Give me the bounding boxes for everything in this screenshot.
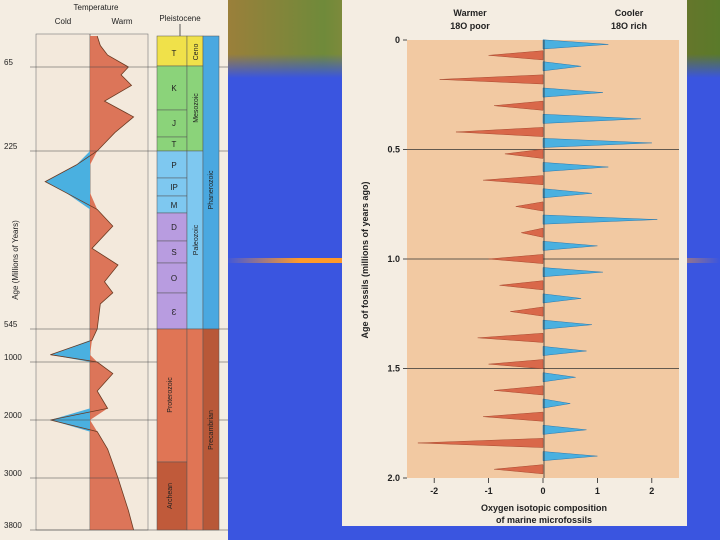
era-label: Proterozoic — [167, 377, 174, 413]
period-label: D — [171, 223, 177, 232]
age-tick-label: 2000 — [4, 411, 22, 420]
age-tick-label: 1000 — [4, 353, 22, 362]
period-label: S — [171, 248, 176, 257]
era-label: Paleozoic — [193, 224, 200, 255]
temperature-title: Temperature — [74, 3, 119, 12]
x-axis-label-line1: Oxygen isotopic composition — [481, 503, 607, 513]
period-label: J — [172, 119, 176, 128]
age-tick-label: 65 — [4, 58, 13, 67]
eon-label: Phanerozoic — [208, 170, 215, 209]
y-tick-label: 0 — [395, 35, 400, 45]
cooler-title: Cooler — [615, 8, 644, 18]
eon-label: Precambrian — [208, 410, 215, 450]
y-tick-label: 0.5 — [387, 145, 400, 155]
geologic-temperature-chart: Temperature Cold Warm Pleistocene 65 225 5… — [0, 0, 228, 540]
period-label: Ɛ — [172, 308, 177, 317]
y-tick-label: 1.5 — [387, 364, 400, 374]
age-tick-label: 225 — [4, 142, 18, 151]
x-tick-label: 0 — [540, 486, 545, 496]
era-label: Archean — [167, 483, 174, 509]
cooler-subtitle: 18O rich — [611, 21, 647, 31]
x-tick-label: -1 — [485, 486, 493, 496]
x-tick-label: 2 — [649, 486, 654, 496]
period-label: T — [172, 140, 177, 149]
period-label: T — [172, 49, 177, 58]
geologic-temperature-panel: Temperature Cold Warm Pleistocene 65 225 5… — [0, 0, 228, 540]
warm-label: Warm — [111, 17, 132, 26]
left-y-axis-label: Age (Millions of Years) — [11, 220, 20, 300]
y-tick-label: 1.0 — [387, 254, 400, 264]
oxygen-isotope-panel: Warmer 18O poor Cooler 18O rich -2 -1 0 1 2 0… — [342, 0, 687, 526]
age-tick-label: 3800 — [4, 521, 22, 530]
x-axis-label-line2: of marine microfossils — [496, 515, 592, 525]
era-precambrian — [187, 329, 203, 530]
right-y-axis-label: Age of fossils (millions of years ago) — [360, 181, 370, 338]
era-label: Ceno — [193, 44, 200, 61]
period-label: K — [171, 84, 177, 93]
oxygen-isotope-chart: Warmer 18O poor Cooler 18O rich -2 -1 0 1 2 0… — [342, 0, 687, 526]
era-label: Mesozoic — [193, 93, 200, 123]
cold-label: Cold — [55, 17, 71, 26]
warmer-subtitle: 18O poor — [450, 21, 490, 31]
age-tick-label: 3000 — [4, 469, 22, 478]
period-column: T K J T P IP M D S O Ɛ — [157, 36, 187, 530]
period-label: IP — [170, 183, 178, 192]
x-tick-label: 1 — [595, 486, 600, 496]
eon-column: Phanerozoic Precambrian — [203, 36, 219, 530]
age-tick-label: 545 — [4, 320, 18, 329]
warmer-title: Warmer — [453, 8, 487, 18]
period-label: O — [171, 274, 177, 283]
x-tick-label: -2 — [430, 486, 438, 496]
y-tick-label: 2.0 — [387, 473, 400, 483]
period-label: M — [171, 201, 178, 210]
pleistocene-label: Pleistocene — [159, 14, 201, 23]
period-label: P — [171, 161, 176, 170]
